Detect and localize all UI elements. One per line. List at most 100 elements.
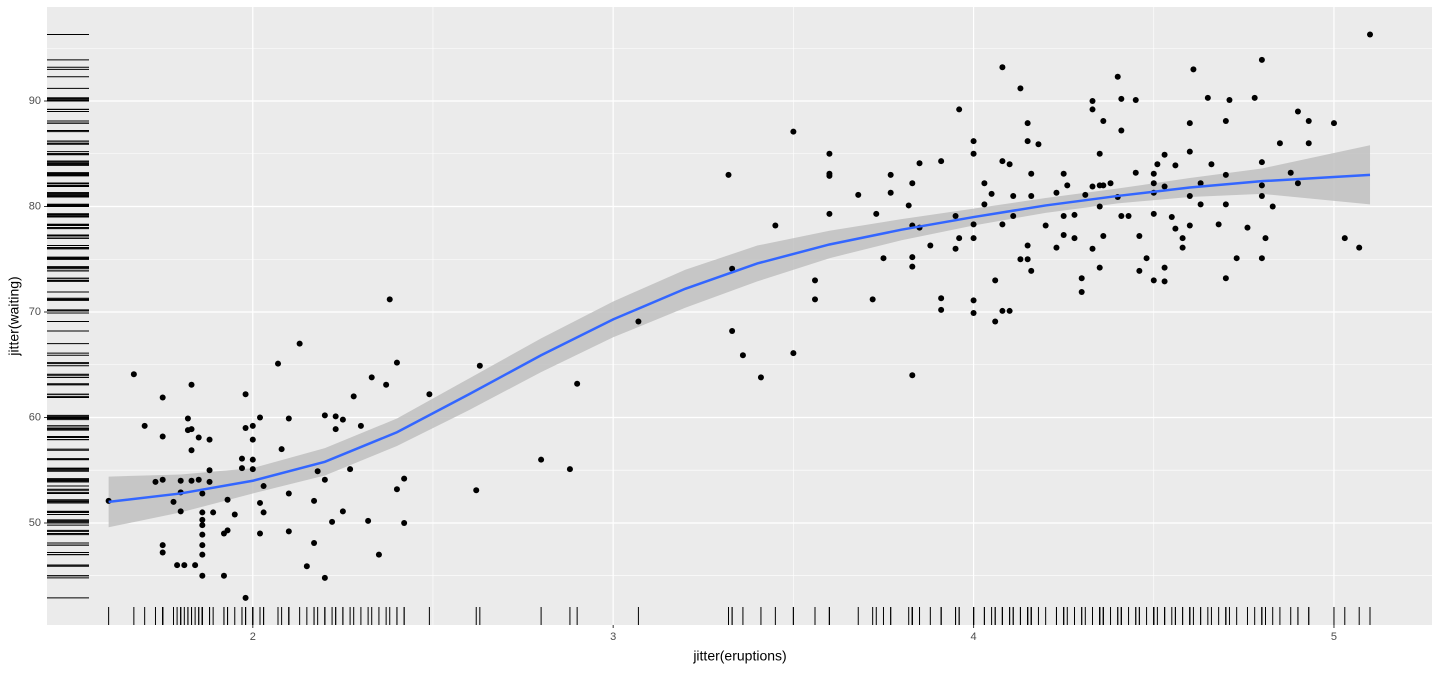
point	[1186, 192, 1193, 199]
point	[812, 277, 819, 284]
point	[199, 522, 206, 529]
point	[1222, 118, 1229, 125]
point	[999, 221, 1006, 228]
point	[1222, 171, 1229, 178]
point	[725, 171, 732, 178]
point	[1089, 245, 1096, 252]
point	[231, 511, 238, 518]
point	[992, 318, 999, 325]
point	[401, 475, 408, 482]
point	[1118, 127, 1125, 134]
smooth-line	[108, 173, 1371, 504]
point	[177, 508, 184, 515]
point	[1010, 212, 1017, 219]
point	[347, 466, 354, 473]
point	[1356, 244, 1363, 251]
point	[275, 360, 282, 367]
point	[181, 562, 188, 569]
point	[1161, 264, 1168, 271]
point	[188, 426, 195, 433]
point	[1258, 255, 1265, 262]
point	[238, 455, 245, 462]
point	[1222, 201, 1229, 208]
point	[999, 307, 1006, 314]
point	[952, 245, 959, 252]
point	[826, 150, 833, 157]
point	[635, 318, 642, 325]
point	[970, 310, 977, 317]
point	[332, 413, 339, 420]
point	[199, 551, 206, 558]
point	[285, 490, 292, 497]
point	[311, 497, 318, 504]
point	[1269, 203, 1276, 210]
point	[1132, 96, 1139, 103]
point	[1330, 120, 1337, 127]
point	[826, 210, 833, 217]
point	[199, 572, 206, 579]
point	[988, 190, 995, 197]
plot-panel	[47, 7, 1432, 625]
point	[1096, 264, 1103, 271]
point	[350, 393, 357, 400]
point	[1064, 182, 1071, 189]
point	[1287, 169, 1294, 176]
point	[1172, 225, 1179, 232]
point	[956, 106, 963, 113]
point	[1082, 191, 1089, 198]
point	[357, 422, 364, 429]
point	[1186, 148, 1193, 155]
point	[256, 530, 263, 537]
point	[1118, 212, 1125, 219]
point	[285, 528, 292, 535]
point	[1136, 233, 1143, 240]
point	[938, 306, 945, 313]
point	[238, 465, 245, 472]
point	[368, 374, 375, 381]
point	[383, 381, 390, 388]
point	[1186, 120, 1193, 127]
point	[873, 210, 880, 217]
point	[1150, 180, 1157, 187]
point	[339, 508, 346, 515]
point	[242, 391, 249, 398]
confidence-band	[108, 145, 1371, 528]
point	[314, 468, 321, 475]
point	[329, 518, 336, 525]
point	[1107, 180, 1114, 187]
point	[199, 490, 206, 497]
point	[476, 362, 483, 369]
point	[401, 519, 408, 526]
point	[249, 466, 256, 473]
point	[260, 483, 267, 490]
point	[1251, 94, 1258, 101]
point	[1100, 118, 1107, 125]
y-tick-label: 90	[29, 95, 41, 107]
point	[210, 509, 217, 516]
point	[729, 327, 736, 334]
point	[1186, 222, 1193, 229]
point	[887, 171, 894, 178]
point	[321, 412, 328, 419]
point	[224, 496, 231, 503]
point	[1179, 244, 1186, 251]
point	[321, 476, 328, 483]
point	[887, 189, 894, 196]
point	[1125, 212, 1132, 219]
y-tick-label: 70	[29, 306, 41, 318]
point	[938, 158, 945, 165]
point	[1089, 106, 1096, 113]
point	[1078, 275, 1085, 282]
point	[1197, 201, 1204, 208]
point	[1262, 235, 1269, 242]
x-tick-label: 4	[971, 631, 977, 643]
point	[332, 426, 339, 433]
point	[1089, 183, 1096, 190]
point	[130, 371, 137, 378]
point	[1208, 161, 1215, 168]
point	[141, 422, 148, 429]
point	[159, 476, 166, 483]
point	[199, 509, 206, 516]
point	[249, 456, 256, 463]
